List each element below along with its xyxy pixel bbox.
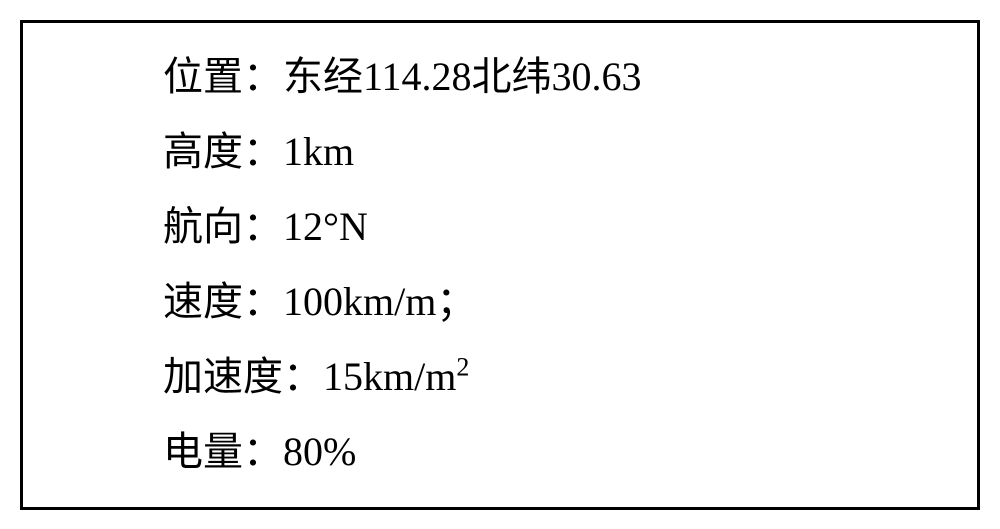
row-altitude: 高度：1km bbox=[163, 128, 957, 176]
value-acceleration-base: 15km/m bbox=[323, 354, 456, 399]
value-altitude: 1km bbox=[283, 129, 354, 174]
value-heading: 12°N bbox=[283, 204, 368, 249]
status-panel: 位置：东经114.28北纬30.63 高度：1km 航向：12°N 速度：100… bbox=[20, 20, 980, 510]
label-acceleration: 加速度： bbox=[163, 354, 323, 399]
value-battery: 80% bbox=[283, 429, 356, 474]
row-battery: 电量：80% bbox=[163, 428, 957, 476]
row-position: 位置：东经114.28北纬30.63 bbox=[163, 53, 957, 101]
label-speed: 速度： bbox=[163, 279, 283, 324]
label-battery: 电量： bbox=[163, 429, 283, 474]
value-speed: 100km/m； bbox=[283, 279, 476, 324]
value-position: 东经114.28北纬30.63 bbox=[283, 54, 642, 99]
label-heading: 航向： bbox=[163, 204, 283, 249]
label-position: 位置： bbox=[163, 54, 283, 99]
row-acceleration: 加速度：15km/m2 bbox=[163, 353, 957, 401]
value-acceleration-sup: 2 bbox=[456, 353, 469, 382]
label-altitude: 高度： bbox=[163, 129, 283, 174]
value-acceleration: 15km/m2 bbox=[323, 354, 469, 399]
row-speed: 速度：100km/m； bbox=[163, 278, 957, 326]
row-heading: 航向：12°N bbox=[163, 203, 957, 251]
